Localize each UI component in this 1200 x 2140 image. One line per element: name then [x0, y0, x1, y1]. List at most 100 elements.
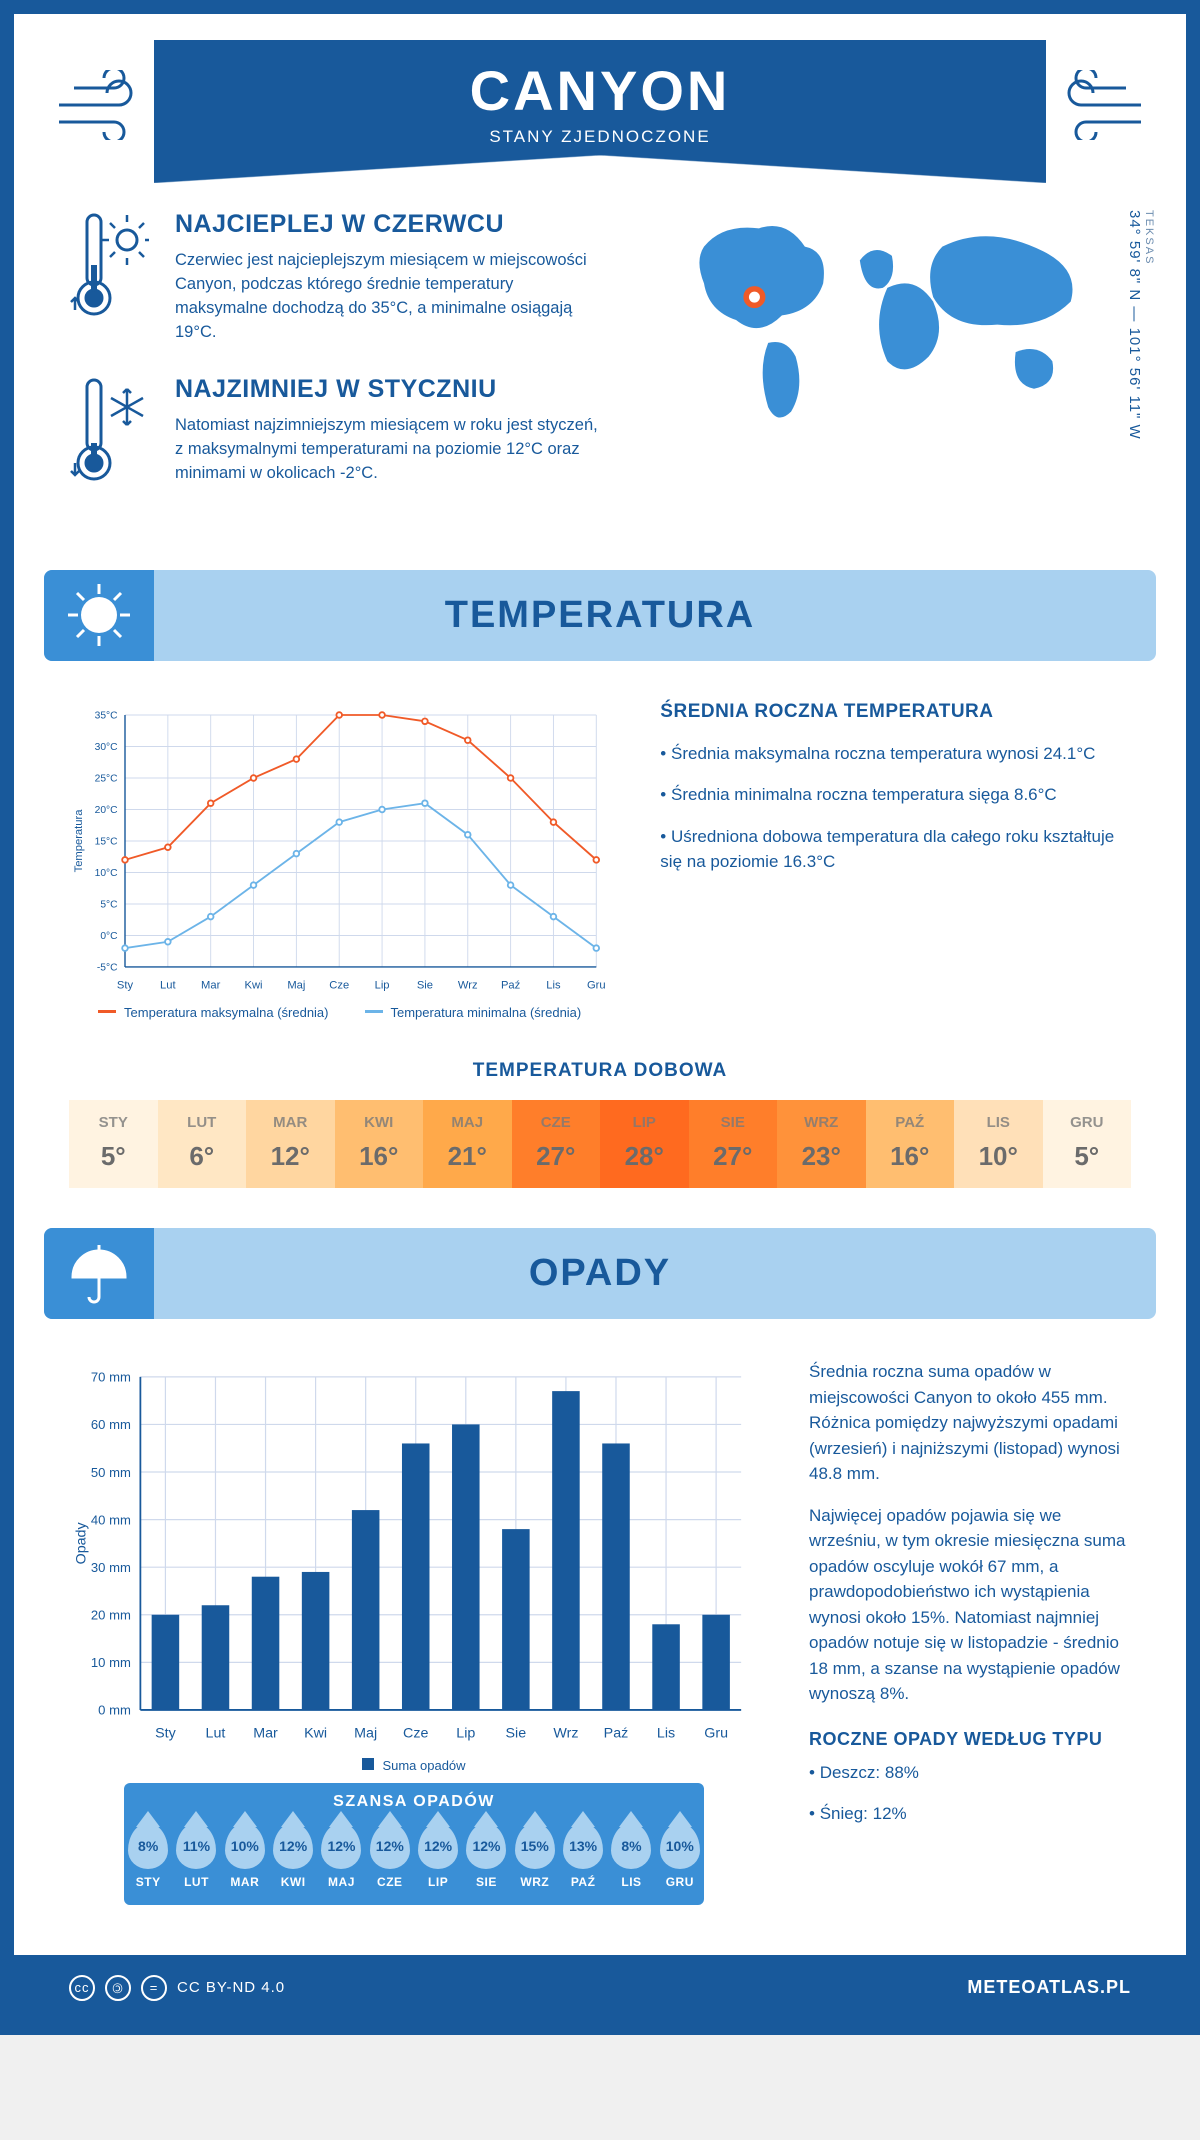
rain-chance-cell: 12%CZE: [366, 1819, 414, 1889]
section-banner-precipitation: OPADY: [44, 1228, 1156, 1319]
precipitation-chart: 0 mm10 mm20 mm30 mm40 mm50 mm60 mm70 mmS…: [69, 1359, 759, 1752]
avg-item: Średnia maksymalna roczna temperatura wy…: [660, 741, 1131, 767]
svg-text:20°C: 20°C: [95, 805, 119, 816]
svg-text:Temperatura: Temperatura: [73, 808, 85, 872]
svg-text:Lis: Lis: [546, 979, 561, 991]
svg-text:Cze: Cze: [403, 1726, 428, 1742]
world-map: TEKSAS 34° 59' 8" N — 101° 56' 11" W: [644, 210, 1131, 520]
footer: cc🄯= CC BY-ND 4.0 METEOATLAS.PL: [14, 1955, 1186, 2021]
avg-temp-title: ŚREDNIA ROCZNA TEMPERATURA: [660, 701, 1131, 723]
coords-text: 34° 59' 8" N — 101° 56' 11" W: [1126, 210, 1143, 440]
rain-chance-cell: 13%PAŹ: [559, 1819, 607, 1889]
svg-text:Lip: Lip: [456, 1726, 475, 1742]
svg-text:Gru: Gru: [587, 979, 606, 991]
svg-text:10°C: 10°C: [95, 868, 119, 879]
fact-cold-title: NAJZIMNIEJ W STYCZNIU: [175, 375, 604, 404]
section-title-precipitation: OPADY: [44, 1252, 1156, 1295]
rain-chance-cell: 8%LIS: [607, 1819, 655, 1889]
sun-icon: [44, 570, 154, 661]
svg-text:Sie: Sie: [506, 1726, 527, 1742]
avg-item: Uśredniona dobowa temperatura dla całego…: [660, 824, 1131, 875]
daily-cell: STY5°: [69, 1100, 158, 1188]
legend-max: Temperatura maksymalna (średnia): [98, 1005, 328, 1020]
rain-chance-cell: 15%WRZ: [511, 1819, 559, 1889]
svg-text:60 mm: 60 mm: [91, 1418, 131, 1433]
fact-cold: NAJZIMNIEJ W STYCZNIU Natomiast najzimni…: [69, 375, 604, 490]
daily-cell: PAŹ16°: [866, 1100, 955, 1188]
thermometer-snow-icon: [69, 375, 149, 490]
temperature-chart: -5°C 0°C 5°C 10°C 15°C 20°C 25°C 30°C 35°C Sty Lut…: [69, 701, 610, 1000]
svg-text:Lut: Lut: [160, 979, 176, 991]
svg-text:Kwi: Kwi: [245, 979, 263, 991]
rain-chance-box: SZANSA OPADÓW 8%STY11%LUT10%MAR12%KWI12%…: [124, 1783, 704, 1905]
svg-text:0 mm: 0 mm: [98, 1703, 131, 1718]
umbrella-icon: [44, 1228, 154, 1319]
daily-cell: MAR12°: [246, 1100, 335, 1188]
svg-text:Wrz: Wrz: [458, 979, 478, 991]
rain-chance-cell: 12%KWI: [269, 1819, 317, 1889]
avg-item: Średnia minimalna roczna temperatura się…: [660, 782, 1131, 808]
svg-text:Paź: Paź: [604, 1726, 629, 1742]
svg-text:15°C: 15°C: [95, 836, 119, 847]
wind-icon: [1036, 70, 1146, 154]
svg-text:Cze: Cze: [329, 979, 349, 991]
svg-text:Mar: Mar: [201, 979, 221, 991]
rain-chance-cell: 10%MAR: [221, 1819, 269, 1889]
fact-hot-text: Czerwiec jest najcieplejszym miesiącem w…: [175, 249, 604, 345]
license-text: CC BY-ND 4.0: [177, 1979, 285, 1996]
svg-text:Lut: Lut: [206, 1726, 226, 1742]
svg-text:35°C: 35°C: [95, 710, 119, 721]
rain-chance-cell: 12%MAJ: [317, 1819, 365, 1889]
fact-hot: NAJCIEPLEJ W CZERWCU Czerwiec jest najci…: [69, 210, 604, 345]
daily-cell: WRZ23°: [777, 1100, 866, 1188]
country-subtitle: STANY ZJEDNOCZONE: [154, 127, 1046, 147]
svg-text:50 mm: 50 mm: [91, 1465, 131, 1480]
rain-type-title: ROCZNE OPADY WEDŁUG TYPU: [809, 1729, 1131, 1750]
svg-text:30 mm: 30 mm: [91, 1560, 131, 1575]
daily-title: TEMPERATURA DOBOWA: [14, 1060, 1186, 1082]
license: cc🄯= CC BY-ND 4.0: [69, 1975, 285, 2001]
rain-type-item: Deszcz: 88%: [809, 1760, 1131, 1786]
svg-text:Mar: Mar: [253, 1726, 278, 1742]
daily-cell: SIE27°: [689, 1100, 778, 1188]
svg-text:Wrz: Wrz: [553, 1726, 578, 1742]
state-label: TEKSAS: [1143, 210, 1155, 435]
svg-text:Lip: Lip: [375, 979, 390, 991]
daily-cell: MAJ21°: [423, 1100, 512, 1188]
rain-chance-cell: 10%GRU: [656, 1819, 704, 1889]
daily-cell: KWI16°: [335, 1100, 424, 1188]
svg-text:-5°C: -5°C: [97, 962, 118, 973]
section-title-temperature: TEMPERATURA: [44, 594, 1156, 637]
svg-text:70 mm: 70 mm: [91, 1370, 131, 1385]
title-banner: CANYON STANY ZJEDNOCZONE: [154, 40, 1046, 155]
thermometer-sun-icon: [69, 210, 149, 345]
rain-text-2: Najwięcej opadów pojawia się we wrześniu…: [809, 1503, 1131, 1707]
rain-chance-title: SZANSA OPADÓW: [124, 1783, 704, 1819]
daily-cell: LIP28°: [600, 1100, 689, 1188]
svg-text:25°C: 25°C: [95, 773, 119, 784]
svg-text:Lis: Lis: [657, 1726, 675, 1742]
wind-icon: [54, 70, 164, 154]
rain-text-1: Średnia roczna suma opadów w miejscowośc…: [809, 1359, 1131, 1487]
svg-text:Paź: Paź: [501, 979, 521, 991]
svg-text:Sty: Sty: [117, 979, 134, 991]
daily-temperature-table: STY5°LUT6°MAR12°KWI16°MAJ21°CZE27°LIP28°…: [69, 1100, 1131, 1188]
svg-text:30°C: 30°C: [95, 742, 119, 753]
daily-cell: LIS10°: [954, 1100, 1043, 1188]
rain-chance-cell: 8%STY: [124, 1819, 172, 1889]
svg-text:Maj: Maj: [287, 979, 305, 991]
svg-text:5°C: 5°C: [100, 899, 118, 910]
svg-text:Kwi: Kwi: [304, 1726, 327, 1742]
site-name: METEOATLAS.PL: [967, 1977, 1131, 1998]
svg-text:0°C: 0°C: [100, 931, 118, 942]
precipitation-legend: Suma opadów: [69, 1758, 759, 1773]
section-banner-temperature: TEMPERATURA: [44, 570, 1156, 661]
daily-cell: LUT6°: [158, 1100, 247, 1188]
legend-rain: Suma opadów: [362, 1758, 465, 1773]
coordinates: TEKSAS 34° 59' 8" N — 101° 56' 11" W: [1126, 210, 1155, 440]
svg-text:Sie: Sie: [417, 979, 433, 991]
svg-text:Opady: Opady: [74, 1522, 90, 1565]
rain-type-item: Śnieg: 12%: [809, 1801, 1131, 1827]
svg-text:Gru: Gru: [704, 1726, 728, 1742]
daily-cell: GRU5°: [1043, 1100, 1132, 1188]
